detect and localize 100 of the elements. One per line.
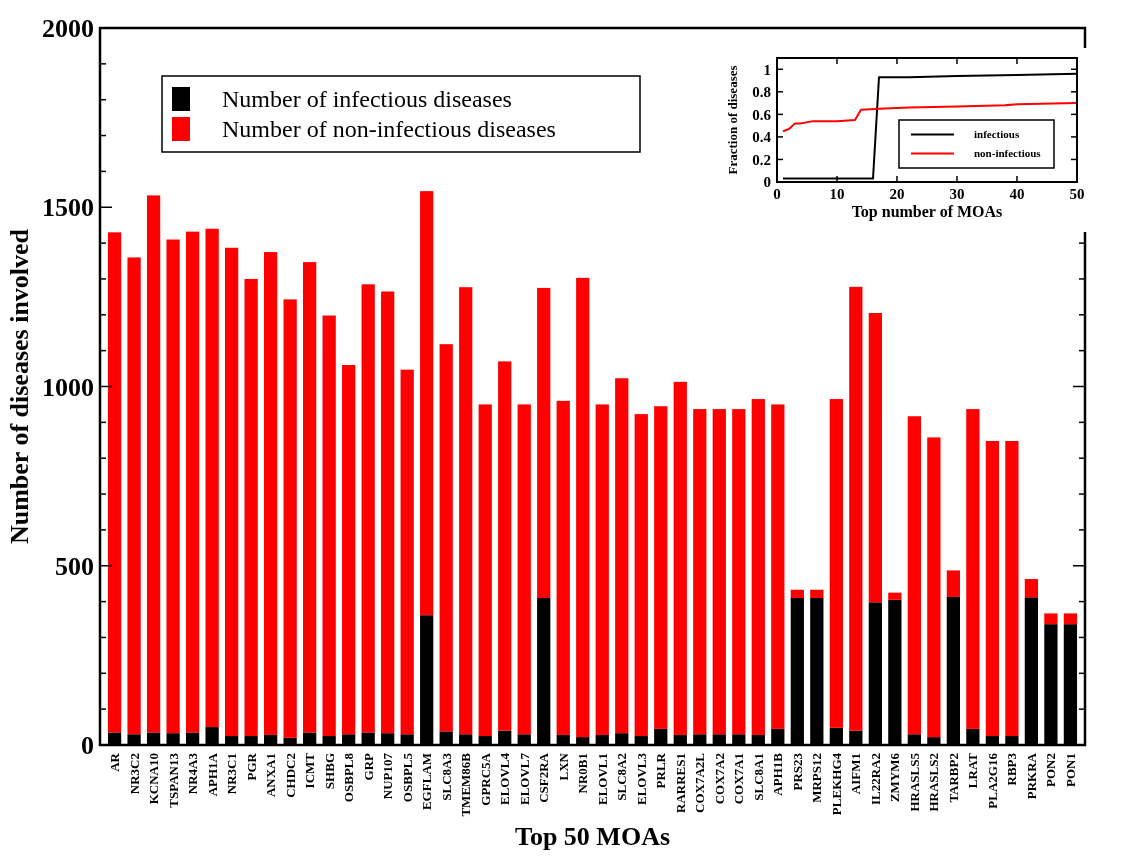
x-tick-label: IL22RA2 [867, 753, 883, 806]
x-tick-label: LRAT [965, 752, 981, 789]
x-tick-label: 30 [949, 186, 965, 202]
x-tick-label: PRS23 [789, 752, 805, 791]
bar [127, 257, 141, 735]
x-tick-label: PLA2G16 [984, 752, 1000, 809]
y-tick-label: 1 [763, 61, 771, 78]
bar [361, 284, 375, 733]
bar [927, 437, 941, 738]
bar [654, 406, 668, 729]
x-tick-label: OSBPL8 [341, 752, 357, 803]
y-tick-label: 1500 [42, 193, 94, 223]
bar [556, 400, 570, 735]
x-tick-label: EGFLAM [419, 753, 435, 811]
y-tick-label: 0 [763, 174, 771, 191]
y-tick-label: 500 [55, 551, 94, 581]
x-tick-label: NR3C2 [126, 753, 142, 795]
x-tick-label: 10 [829, 186, 845, 202]
x-tick-label: ELOVL4 [497, 752, 513, 806]
y-axis-title: Fraction of diseases [725, 65, 740, 175]
bar [381, 291, 395, 734]
x-tick-label: HRASLS2 [926, 753, 942, 812]
x-tick-label: OSBPL5 [399, 752, 415, 803]
x-tick-label: PGR [243, 752, 259, 781]
bar [146, 195, 161, 733]
x-tick-label: ELOVL7 [516, 752, 532, 806]
x-tick-label: NUP107 [380, 752, 396, 800]
x-tick-label: ELOVL3 [633, 752, 649, 806]
y-tick-label: 1000 [42, 372, 94, 402]
bar [966, 409, 980, 729]
x-tick-label: PLEKHG4 [828, 752, 844, 816]
x-tick-label: CSF2RA [536, 752, 552, 803]
x-tick-label: KCNA10 [146, 753, 162, 805]
bar [615, 378, 629, 734]
x-tick-label: RARRES1 [672, 753, 688, 813]
bar [712, 409, 726, 735]
bar [342, 364, 356, 735]
x-tick-label: PON1 [1062, 753, 1078, 787]
bar [459, 287, 473, 735]
legend-label: Number of infectious diseases [222, 86, 512, 113]
x-tick-label: MRPS12 [809, 753, 825, 803]
bar [595, 404, 609, 735]
bar [517, 404, 531, 735]
bar [1024, 579, 1039, 598]
x-tick-label: PON2 [1043, 753, 1059, 787]
x-tick-label: NR0B1 [575, 753, 591, 794]
x-axis-title: Top 50 MOAs [514, 822, 671, 851]
x-tick-label: ICMT [302, 752, 318, 789]
bar [790, 589, 804, 599]
x-tick-label: APH1B [770, 752, 786, 796]
y-axis-title: Number of diseases involved [5, 228, 34, 545]
bar [985, 440, 1000, 737]
bar [693, 409, 707, 735]
x-tick-label: 40 [1009, 186, 1025, 202]
bar [537, 287, 551, 599]
x-tick-label: SLC8A2 [614, 753, 630, 801]
bar [829, 399, 843, 728]
x-tick-label: PRLR [653, 752, 669, 789]
x-tick-label: PRKRA [1023, 752, 1039, 800]
y-tick-label: 0.2 [752, 151, 771, 168]
bar [868, 313, 882, 603]
bar [224, 247, 239, 737]
x-tick-label: GPRC5A [477, 752, 493, 806]
bar [283, 299, 297, 738]
x-tick-label: 20 [889, 186, 905, 202]
y-tick-label: 0.4 [752, 129, 772, 146]
bar [634, 414, 648, 737]
x-tick-label: RBP3 [1004, 752, 1020, 786]
x-tick-label: ELOVL1 [594, 753, 610, 806]
bar [322, 315, 336, 737]
bar [303, 262, 317, 733]
bar [498, 361, 512, 731]
legend-label: infectious [974, 128, 1020, 141]
legend-label: Number of non-infectious diseases [222, 116, 556, 143]
bar [185, 231, 200, 733]
x-tick-label: SHBG [321, 753, 337, 790]
line-series [782, 102, 1078, 133]
x-tick-label: TARBP2 [945, 753, 961, 803]
bar [576, 277, 590, 738]
bar [907, 416, 921, 735]
bar [946, 570, 961, 597]
x-tick-label: CHDC2 [282, 753, 298, 798]
bar [1005, 440, 1019, 737]
bar [1044, 613, 1058, 625]
bar [751, 399, 765, 735]
x-tick-label: GRP [360, 752, 376, 781]
bar [244, 278, 258, 737]
x-tick-label: COX7A2 [711, 753, 727, 805]
x-tick-label: AR [107, 752, 123, 772]
bar [673, 381, 687, 735]
bar [810, 589, 824, 599]
x-tick-label: HRASLS5 [906, 752, 922, 812]
bar [264, 252, 278, 735]
bar [439, 344, 453, 732]
bar [205, 228, 219, 728]
x-tick-label: TSPAN13 [165, 752, 181, 808]
bar [166, 239, 180, 734]
x-tick-label: 50 [1069, 186, 1085, 202]
bar [732, 409, 746, 735]
y-tick-label: 0 [81, 731, 94, 761]
